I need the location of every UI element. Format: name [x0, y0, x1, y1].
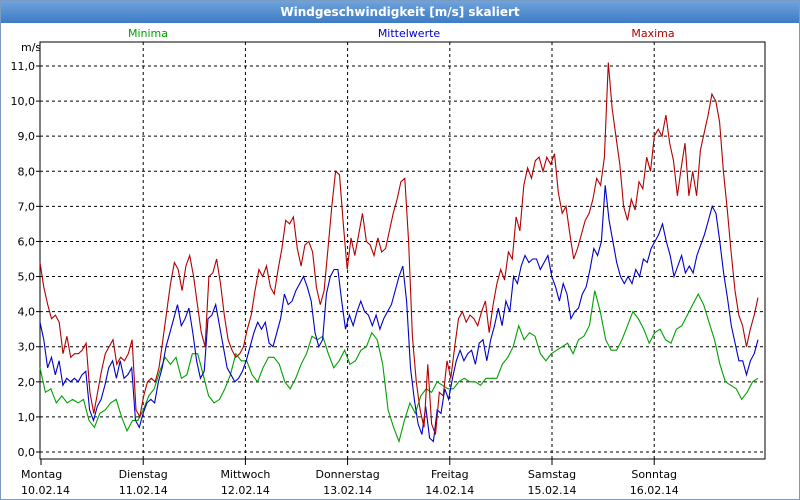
x-date-label: 13.02.14	[323, 484, 372, 497]
y-tick-label: 9,0	[18, 130, 36, 143]
horizontal-gridlines	[40, 65, 765, 453]
x-date-label: 15.02.14	[528, 484, 577, 497]
legend: Minima Mittelwerte Maxima	[128, 27, 675, 40]
y-tick-label: 7,0	[18, 200, 36, 213]
x-date-label: 14.02.14	[425, 484, 474, 497]
series-minima	[39, 290, 759, 444]
y-tick-label: 10,0	[11, 95, 36, 108]
chart-svg: 0,0 1,0 2,0 3,0 4,0 5,0 6,0 7,0 8,0 9,0 10,0 11,0 M…	[11, 27, 766, 497]
legend-mittelwerte: Mittelwerte	[378, 27, 441, 40]
y-tick-label: 5,0	[18, 271, 36, 284]
y-tick-label: 2,0	[18, 376, 36, 389]
y-tick-label: 3,0	[18, 341, 36, 354]
series-mittelwerte	[39, 185, 759, 443]
window-title: Windgeschwindigkeit [m/s] skaliert	[1, 1, 799, 23]
legend-minima: Minima	[128, 27, 168, 40]
y-tick-label: 4,0	[18, 306, 36, 319]
vertical-gridlines	[142, 42, 655, 459]
x-day-label: Freitag	[431, 468, 469, 481]
x-axis-ticks: Montag 10.02.14 Dienstag 11.02.14 Mittwoch 12…	[21, 459, 679, 497]
x-day-label: Mittwoch	[220, 468, 270, 481]
y-axis-unit: m/s	[21, 41, 41, 54]
x-date-label: 10.02.14	[21, 484, 70, 497]
x-day-label: Dienstag	[119, 468, 168, 481]
y-tick-label: 11,0	[11, 60, 36, 73]
y-axis-ticks: 0,0 1,0 2,0 3,0 4,0 5,0 6,0 7,0 8,0 9,0 10,0 11,0	[11, 60, 40, 459]
x-day-label: Samstag	[528, 468, 576, 481]
x-date-label: 12.02.14	[221, 484, 270, 497]
x-date-label: 16.02.14	[630, 484, 679, 497]
x-day-label: Sonntag	[631, 468, 677, 481]
y-tick-label: 0,0	[18, 446, 36, 459]
y-tick-label: 6,0	[18, 235, 36, 248]
series-maxima	[39, 62, 759, 435]
legend-maxima: Maxima	[631, 27, 674, 40]
plot-border	[39, 41, 766, 460]
x-day-label: Montag	[21, 468, 62, 481]
x-date-label: 11.02.14	[119, 484, 168, 497]
y-tick-label: 1,0	[18, 411, 36, 424]
series-lines	[39, 62, 759, 444]
x-day-label: Donnerstag	[315, 468, 379, 481]
y-tick-label: 8,0	[18, 165, 36, 178]
